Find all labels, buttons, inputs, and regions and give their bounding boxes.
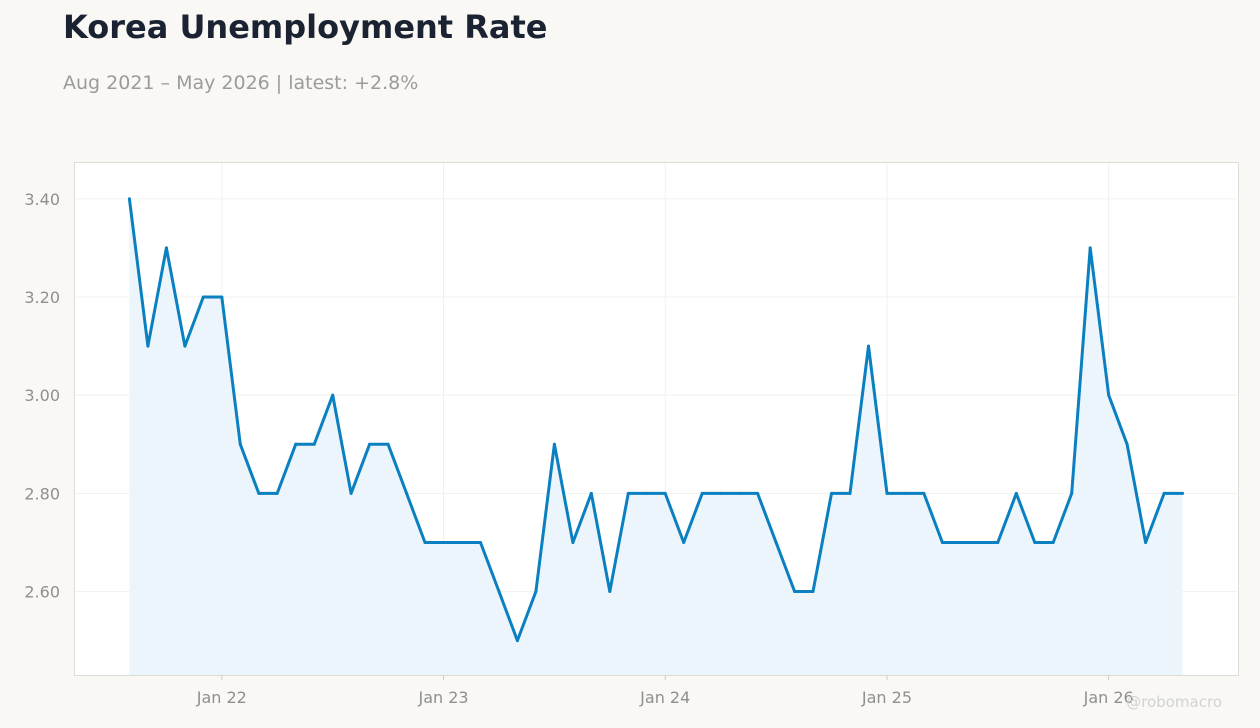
y-tick-label: 2.60 (24, 583, 60, 602)
data-point (220, 295, 224, 299)
data-point (589, 491, 593, 495)
y-tick-label: 3.00 (24, 386, 60, 405)
data-point (146, 344, 150, 348)
data-point (645, 491, 649, 495)
data-point (127, 197, 131, 201)
data-point (257, 491, 261, 495)
x-tick-label: Jan 26 (1083, 688, 1134, 707)
data-point (626, 491, 630, 495)
data-point (903, 491, 907, 495)
data-point (294, 442, 298, 446)
data-point (1181, 491, 1185, 495)
x-axis-ticks: Jan 22 Jan 23 Jan 24 Jan 25 Jan 26 (196, 675, 1134, 707)
data-point (386, 442, 390, 446)
data-point (922, 491, 926, 495)
data-point (1125, 442, 1129, 446)
chart-subtitle: Aug 2021 – May 2026 | latest: +2.8% (63, 72, 419, 94)
data-point (1051, 541, 1055, 544)
data-point (368, 442, 372, 446)
data-point (1144, 541, 1148, 544)
data-point (405, 491, 409, 495)
x-tick-label: Jan 24 (639, 688, 690, 707)
data-point (793, 590, 797, 593)
data-point (460, 541, 464, 544)
data-point (312, 442, 316, 446)
series-line (127, 198, 1183, 643)
data-point (940, 541, 944, 544)
data-point (737, 491, 741, 495)
series-area-fill (129, 198, 1183, 676)
watermark: @robomacro (1126, 693, 1222, 711)
data-point (1033, 541, 1037, 544)
y-tick-label: 3.20 (24, 288, 60, 307)
data-point (811, 590, 815, 593)
y-axis-ticks: 3.40 3.20 3.00 2.80 2.60 (24, 190, 60, 602)
data-point (977, 541, 981, 544)
data-point (867, 344, 870, 348)
data-point (719, 491, 723, 495)
data-point (331, 393, 335, 397)
data-point (275, 491, 279, 495)
data-point (774, 541, 778, 544)
series-points (127, 197, 1185, 643)
data-point (552, 442, 556, 446)
data-point (479, 541, 482, 544)
data-point (201, 295, 205, 299)
data-point (830, 491, 833, 495)
data-point (164, 246, 168, 250)
data-point (608, 590, 612, 593)
data-point (571, 541, 575, 544)
data-point (423, 541, 427, 544)
x-tick-label: Jan 22 (196, 688, 247, 707)
x-tick-label: Jan 25 (861, 688, 912, 707)
data-point (756, 491, 760, 495)
data-point (700, 491, 704, 495)
data-point (1014, 491, 1018, 495)
data-point (848, 491, 852, 495)
data-point (663, 491, 667, 495)
data-point (959, 541, 963, 544)
data-point (682, 541, 686, 544)
chart-title: Korea Unemployment Rate (63, 8, 548, 46)
y-tick-label: 2.80 (24, 484, 60, 503)
data-point (183, 344, 187, 348)
data-point (238, 442, 242, 446)
x-tick-label: Jan 23 (417, 688, 468, 707)
data-point (1107, 393, 1111, 397)
data-point (442, 541, 445, 544)
data-point (885, 491, 889, 495)
data-point (1070, 491, 1074, 495)
data-point (534, 590, 538, 593)
data-point (349, 491, 353, 495)
data-point (515, 639, 519, 643)
data-point (1162, 491, 1166, 495)
y-tick-label: 3.40 (24, 190, 60, 209)
data-point (497, 590, 501, 593)
data-point (1088, 246, 1092, 250)
data-point (996, 541, 1000, 544)
